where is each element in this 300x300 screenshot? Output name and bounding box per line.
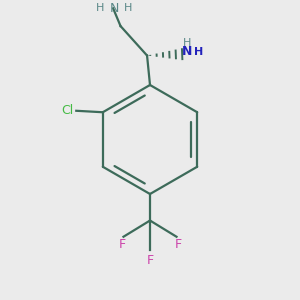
- Text: H: H: [183, 38, 191, 48]
- Text: H: H: [96, 3, 104, 13]
- Text: F: F: [118, 238, 126, 251]
- Text: N: N: [110, 2, 119, 16]
- Text: F: F: [174, 238, 182, 251]
- Text: F: F: [146, 254, 154, 267]
- Text: Cl: Cl: [61, 104, 73, 117]
- Text: H: H: [194, 47, 203, 57]
- Text: H: H: [124, 3, 132, 13]
- Text: N: N: [182, 45, 192, 58]
